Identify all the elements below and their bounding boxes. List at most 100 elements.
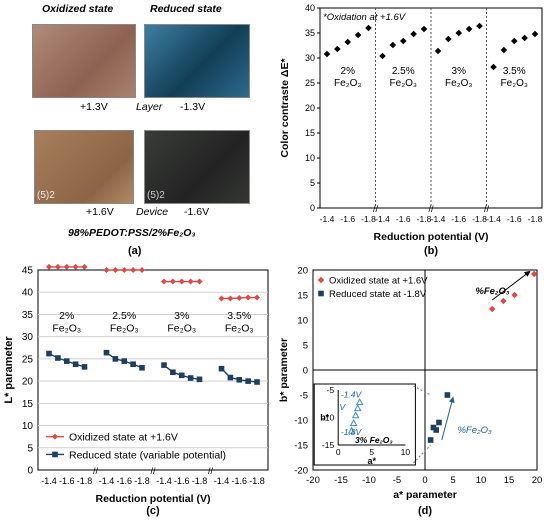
data-point (169, 278, 176, 285)
reduced-trend-arrow (441, 396, 455, 441)
inset-bottom-label: -1.8V (341, 427, 363, 437)
inset-data-point (353, 404, 362, 412)
y-tick-label: 0 (310, 203, 315, 213)
legend-label: Oxidized state at +1.6V (329, 276, 428, 287)
y-tick-label: 25 (22, 354, 34, 365)
group-label-unit: Fe₂O₃ (167, 322, 196, 334)
data-point (511, 291, 518, 299)
x-tick-label: 0 (422, 475, 427, 486)
data-point (510, 37, 518, 45)
panel-c-label: (c) (146, 505, 160, 517)
legend-marker (317, 276, 325, 284)
y-tick-label: 10 (305, 153, 315, 163)
data-point (227, 295, 234, 302)
x-tick-label: 15 (504, 475, 515, 486)
group-label-unit: Fe₂O₃ (225, 322, 254, 334)
y-tick-label: 0 (303, 366, 308, 377)
data-point (379, 52, 386, 60)
data-point (465, 25, 473, 33)
y-tick-label: 35 (305, 28, 315, 38)
axis-break-mark: // (373, 204, 379, 214)
panel-a-label: (a) (128, 245, 142, 257)
data-point (500, 297, 507, 305)
layer-oxidized-voltage: +1.3V (80, 101, 108, 113)
data-point (399, 37, 407, 45)
oxidized-trend-arrow (491, 270, 531, 301)
inset-y-tick-label: -5 (327, 385, 335, 395)
data-point (130, 361, 136, 368)
legend-marker (52, 433, 58, 440)
y-tick-label: 15 (22, 399, 34, 410)
device-oxidized-photo: (5)2 (34, 130, 134, 204)
data-point (365, 24, 372, 32)
data-point (72, 263, 79, 270)
data-point (389, 41, 397, 49)
y-tick-label: 35 (22, 310, 34, 321)
group-label-pct: 2% (59, 310, 74, 322)
x-tick-label: -1.4 (156, 476, 172, 486)
group-label-pct: 3.5% (503, 66, 526, 77)
inset-y-tick-label: -10 (322, 413, 335, 423)
data-point (490, 63, 497, 71)
data-point (139, 267, 145, 273)
data-point (430, 424, 437, 431)
data-point (81, 364, 88, 370)
inset-x-tick-label: 5 (369, 447, 374, 457)
y-tick-label: -10 (294, 416, 308, 427)
data-point (354, 31, 362, 39)
data-point (170, 369, 176, 376)
data-point (455, 29, 463, 37)
y-tick-label: 10 (297, 316, 308, 327)
x-tick-label: -10 (362, 475, 376, 486)
layer-word: Layer (136, 101, 163, 113)
oxidized-state-title: Oxidized state (42, 3, 114, 15)
y-tick-label: 40 (305, 3, 315, 13)
device-oxidized-voltage: +1.6V (86, 206, 114, 218)
x-tick-label: -1.8 (192, 476, 208, 486)
chart-d: -20 -15 -10 -5 0 5 10 15 20 -20 -15 -10 -5 0 5 10 15 20 Ox… (278, 266, 542, 518)
data-point (46, 263, 52, 270)
x-tick-label: -1.8 (472, 214, 487, 224)
device-reduced-photo: (5)2 (144, 130, 250, 204)
panel-b-label: (b) (424, 245, 438, 257)
group-label-pct: 2% (341, 66, 356, 77)
sample-mark: (5)2 (147, 190, 165, 201)
panel-d-label: (d) (418, 505, 432, 517)
data-point (254, 379, 260, 385)
group-label-pct: 3% (452, 66, 467, 77)
data-point (236, 295, 243, 301)
x-tick-label: -1.8 (361, 214, 376, 224)
oxidized-arrow-label: %Fe₂O₃ (475, 286, 510, 297)
y-tick-label: -5 (300, 391, 308, 402)
data-point (103, 349, 110, 356)
inset-data-point (351, 411, 360, 419)
y-axis-label: Color contraste ΔE* (279, 58, 291, 158)
data-point (121, 358, 128, 364)
y-tick-label: 5 (27, 443, 33, 454)
sample-mark: (5)2 (37, 190, 55, 201)
data-point (103, 267, 110, 273)
data-point (63, 358, 70, 364)
data-point (218, 365, 225, 372)
data-point (500, 46, 508, 54)
y-tick-label: 5 (303, 341, 308, 352)
x-tick-label: 5 (450, 475, 455, 486)
y-tick-label: -20 (294, 466, 308, 477)
legend-label: Reduced state (variable potential) (69, 449, 226, 461)
data-point (112, 267, 119, 273)
data-point (410, 30, 417, 38)
data-point (434, 47, 442, 55)
x-tick-label: -1.6 (451, 214, 466, 224)
x-tick-label: -1.8 (417, 214, 432, 224)
inset-data-point (355, 398, 364, 406)
x-tick-label: -20 (306, 475, 320, 486)
data-point (444, 392, 451, 398)
y-tick-label: -15 (294, 441, 308, 452)
data-point (54, 263, 61, 270)
data-point (112, 356, 119, 362)
data-point (236, 376, 243, 383)
data-point (187, 278, 194, 285)
group-label-unit: Fe₂O₃ (52, 322, 81, 334)
x-tick-label: -1.4 (320, 214, 335, 224)
